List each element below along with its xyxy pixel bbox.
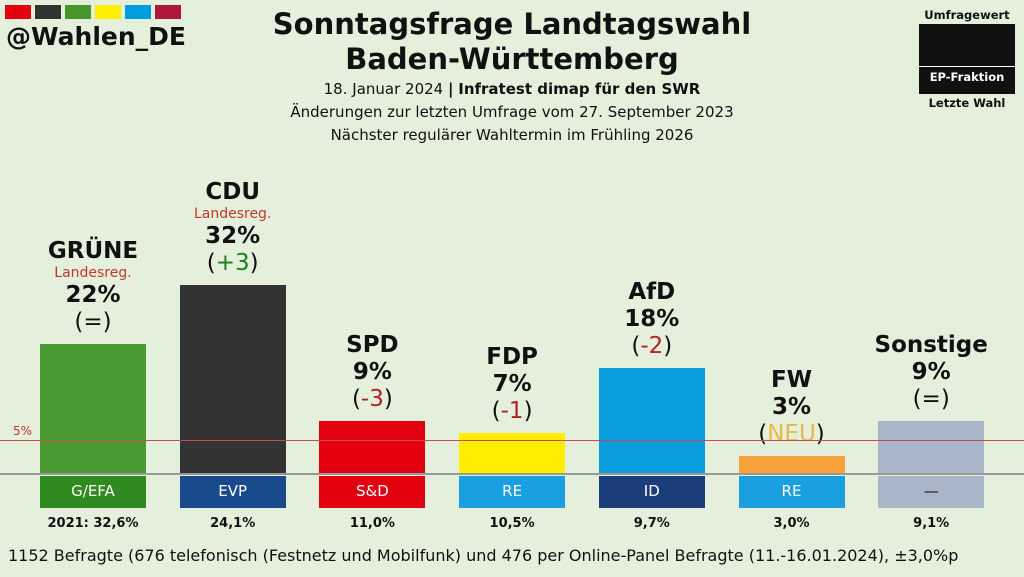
bar (738, 456, 845, 474)
change-label: (=) (841, 385, 1021, 412)
poll-value: 9% (352, 358, 392, 385)
legend-last-election: Letzte Wahl (928, 96, 1006, 110)
poll-date-line: 18. Januar 2024 | Infratest dimap für de… (212, 80, 812, 98)
government-badge: Landesreg. (193, 206, 272, 223)
brand-stripe (65, 5, 91, 19)
government-badge: Landesreg. (54, 265, 132, 282)
ep-faction-label: RE (459, 476, 566, 508)
change-paren-close: ) (815, 421, 825, 448)
bar (40, 344, 146, 474)
party-name: FDP (486, 343, 538, 370)
bar (179, 285, 286, 474)
title-line-2: Baden-Württemberg (345, 42, 679, 76)
party-name: CDU (205, 179, 261, 206)
party-name: Sonstige (874, 331, 988, 358)
change-paren-open: ( (206, 250, 216, 277)
ep-faction-label: ID (598, 476, 705, 508)
change-paren-open: ( (351, 385, 361, 412)
poll-value: 7% (492, 370, 532, 397)
party-name: AfD (628, 278, 676, 305)
ep-faction-label: G/EFA (40, 476, 146, 508)
change-paren-close: ) (102, 309, 112, 336)
ep-faction-label: — (878, 476, 985, 508)
changes-note: Änderungen zur letzten Umfrage vom 27. S… (290, 103, 734, 121)
change-paren-open: ( (758, 421, 768, 448)
change-paren-close: ) (940, 385, 950, 412)
change-paren-close: ) (383, 385, 393, 412)
change-label: (-2) (562, 332, 742, 359)
pollster: Infratest dimap für den SWR (458, 80, 701, 98)
legend-divider (919, 66, 1015, 67)
party-label-group: GRÜNE Landesreg. 22% (=) (3, 240, 183, 334)
change-paren-close: ) (249, 250, 259, 277)
change-value: +3 (215, 250, 250, 277)
change-paren-open: ( (631, 332, 641, 359)
last-election-label: 2021: 32,6% (47, 516, 139, 531)
change-label: (NEU) (702, 423, 882, 446)
last-election-label: 9,1% (913, 516, 950, 531)
threshold-line (0, 440, 1024, 441)
brand-color-stripes (5, 5, 185, 19)
change-label: (-1) (422, 397, 602, 424)
change-value: -3 (360, 385, 384, 412)
party-name: SPD (346, 331, 399, 358)
brand-handle: @Wahlen_DE (6, 22, 187, 51)
party-label-group: CDU Landesreg. 32% (+3) (143, 181, 323, 275)
brand-stripe (35, 5, 61, 19)
separator: | (447, 80, 454, 98)
party-label-group: SPD 9% (-3) (282, 331, 462, 412)
change-paren-open: ( (912, 385, 922, 412)
party-label-group: FW 3% (NEU) (702, 369, 882, 446)
ep-faction-label: RE (738, 476, 845, 508)
title-line-1: Sonntagsfrage Landtagswahl (272, 7, 752, 41)
poll-value: 3% (771, 394, 812, 421)
bar (598, 367, 705, 474)
change-value: = (83, 309, 103, 336)
brand-stripe (5, 5, 31, 19)
chart-title: Sonntagsfrage Landtagswahl Baden-Württem… (212, 7, 812, 77)
party-name: GRÜNE (47, 238, 139, 265)
change-value: -2 (640, 332, 664, 359)
legend-poll-value: Umfragewert (924, 8, 1010, 22)
last-election-label: 9,7% (633, 516, 670, 531)
change-value: NEU (767, 421, 816, 448)
brand-stripe (155, 5, 181, 19)
change-label: (-3) (282, 385, 462, 412)
change-value: = (921, 385, 941, 412)
bar (319, 420, 426, 474)
bar (459, 432, 566, 474)
change-paren-open: ( (491, 397, 501, 424)
poll-date: 18. Januar 2024 (323, 80, 444, 98)
last-election-label: 11,0% (349, 516, 395, 531)
change-label: (+3) (143, 252, 323, 275)
brand-stripe (125, 5, 151, 19)
last-election-label: 24,1% (210, 516, 256, 531)
last-election-label: 10,5% (489, 516, 535, 531)
bar (878, 420, 985, 474)
change-value: -1 (500, 397, 524, 424)
party-label-group: AfD 18% (-2) (562, 278, 742, 359)
change-paren-open: ( (74, 309, 84, 336)
chart-baseline (0, 473, 1024, 475)
poll-value: 18% (624, 305, 680, 332)
threshold-label: 5% (13, 424, 33, 438)
change-paren-close: ) (523, 397, 533, 424)
change-paren-close: ) (663, 332, 673, 359)
sample-info: 1152 Befragte (676 telefonisch (Festnetz… (8, 546, 959, 565)
change-label: (=) (3, 311, 183, 334)
ep-faction-label: EVP (179, 476, 286, 508)
last-election-label: 3,0% (773, 516, 810, 531)
legend-ep-faction: EP-Fraktion (929, 70, 1005, 84)
poll-value: 22% (65, 282, 121, 309)
party-name: FW (770, 367, 813, 394)
party-label-group: FDP 7% (-1) (422, 343, 602, 424)
brand-stripe (95, 5, 121, 19)
ep-faction-label: S&D (319, 476, 426, 508)
party-label-group: Sonstige 9% (=) (841, 331, 1021, 412)
legend-swatch: EP-Fraktion (919, 24, 1015, 94)
poll-value: 9% (911, 358, 951, 385)
poll-value: 32% (205, 223, 261, 250)
next-election: Nächster regulärer Wahltermin im Frühlin… (330, 126, 694, 144)
